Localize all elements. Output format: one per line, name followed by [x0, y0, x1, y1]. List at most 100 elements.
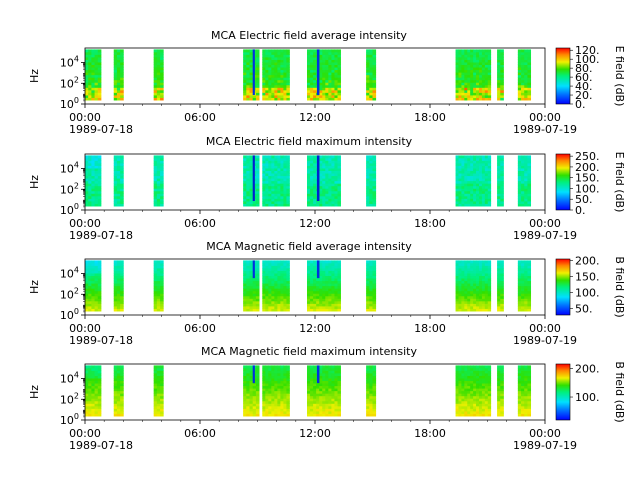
- heatmap-cell: [467, 295, 471, 299]
- heatmap-cell: [455, 308, 459, 312]
- heatmap-cell: [527, 59, 532, 63]
- heatmap-cell: [91, 303, 95, 307]
- heatmap-cell: [88, 373, 92, 376]
- heatmap-cell: [249, 380, 254, 384]
- heatmap-cell: [464, 193, 468, 197]
- heatmap-cell: [97, 89, 102, 93]
- heatmap-cell: [160, 278, 164, 282]
- heatmap-cell: [319, 293, 323, 297]
- heatmap-cell: [91, 413, 95, 417]
- heatmap-cell: [331, 82, 335, 86]
- heatmap-cell: [325, 278, 329, 282]
- heatmap-cell: [283, 265, 287, 269]
- heatmap-cell: [325, 173, 329, 177]
- heatmap-cell: [455, 373, 459, 376]
- heatmap-cell: [476, 84, 480, 88]
- heatmap-cell: [473, 398, 477, 402]
- heatmap-cell: [85, 383, 89, 387]
- heatmap-cell: [366, 388, 370, 392]
- heatmap-cell: [91, 273, 95, 276]
- heatmap-cell: [337, 193, 341, 197]
- heatmap-cell: [524, 92, 528, 96]
- heatmap-cell: [274, 370, 278, 374]
- heatmap-cell: [478, 54, 483, 58]
- heatmap-cell: [481, 383, 486, 387]
- heatmap-cell: [470, 175, 474, 179]
- heatmap-cell: [372, 57, 377, 60]
- heatmap-cell: [280, 398, 284, 402]
- heatmap-cell: [283, 293, 287, 297]
- heatmap-cell: [277, 67, 281, 71]
- heatmap-cell: [160, 67, 164, 71]
- heatmap-cell: [255, 383, 260, 387]
- heatmap-cell: [470, 260, 474, 264]
- heatmap-cell: [280, 411, 284, 414]
- heatmap-cell: [153, 308, 158, 312]
- x-tick-label: 00:00: [529, 111, 561, 124]
- heatmap-cell: [464, 155, 468, 159]
- heatmap-cell: [94, 388, 99, 392]
- heatmap-cell: [120, 160, 124, 164]
- heatmap-cell: [88, 201, 92, 204]
- heatmap-cell: [337, 49, 341, 53]
- heatmap-cell: [366, 380, 370, 384]
- heatmap-cell: [94, 92, 99, 96]
- heatmap-cell: [500, 77, 504, 81]
- heatmap-cell: [476, 268, 480, 271]
- heatmap-cell: [274, 72, 278, 76]
- heatmap-cell: [484, 203, 489, 207]
- heatmap-cell: [366, 64, 370, 68]
- heatmap-cell: [160, 295, 164, 299]
- heatmap-cell: [85, 185, 89, 189]
- heatmap-cell: [307, 59, 311, 63]
- heatmap-cell: [246, 195, 250, 199]
- heatmap-cell: [271, 395, 275, 399]
- heatmap-cell: [369, 198, 373, 202]
- heatmap-cell: [334, 385, 338, 389]
- heatmap-cell: [487, 393, 492, 397]
- heatmap-cell: [366, 87, 370, 91]
- heatmap-cell: [313, 285, 317, 289]
- heatmap-cell: [319, 175, 323, 179]
- heatmap-cell: [243, 262, 247, 266]
- heatmap-cell: [334, 195, 338, 199]
- heatmap-cell: [524, 378, 528, 381]
- heatmap-cell: [271, 303, 275, 307]
- heatmap-cell: [476, 411, 480, 414]
- heatmap-cell: [313, 97, 317, 101]
- heatmap-cell: [116, 183, 121, 187]
- heatmap-cell: [153, 306, 158, 309]
- heatmap-cell: [319, 157, 323, 161]
- heatmap-cell: [334, 405, 338, 409]
- heatmap-cell: [113, 64, 118, 68]
- heatmap-cell: [337, 178, 341, 182]
- heatmap-cell: [372, 385, 377, 389]
- heatmap-cell: [497, 390, 501, 394]
- heatmap-cell: [521, 74, 525, 78]
- heatmap-cell: [517, 405, 522, 409]
- heatmap-cell: [497, 408, 501, 412]
- heatmap-cell: [265, 190, 269, 194]
- heatmap-cell: [500, 270, 504, 274]
- heatmap-cell: [277, 203, 281, 207]
- heatmap-cell: [322, 278, 326, 282]
- heatmap-cell: [160, 165, 164, 169]
- heatmap-cell: [328, 84, 332, 88]
- heatmap-cell: [521, 79, 525, 83]
- heatmap-cell: [271, 97, 275, 101]
- heatmap-cell: [156, 270, 161, 274]
- heatmap-cell: [91, 84, 95, 88]
- heatmap-cell: [366, 67, 370, 71]
- heatmap-cell: [527, 400, 532, 404]
- heatmap-cell: [310, 89, 314, 93]
- heatmap-cell: [116, 290, 121, 294]
- heatmap-cell: [484, 403, 489, 407]
- heatmap-cell: [262, 72, 266, 76]
- heatmap-cell: [262, 188, 266, 192]
- heatmap-cell: [310, 54, 314, 58]
- heatmap-cell: [274, 388, 278, 392]
- heatmap-cell: [521, 395, 525, 399]
- heatmap-cell: [283, 64, 287, 68]
- heatmap-cell: [334, 378, 338, 381]
- heatmap-cell: [524, 413, 528, 417]
